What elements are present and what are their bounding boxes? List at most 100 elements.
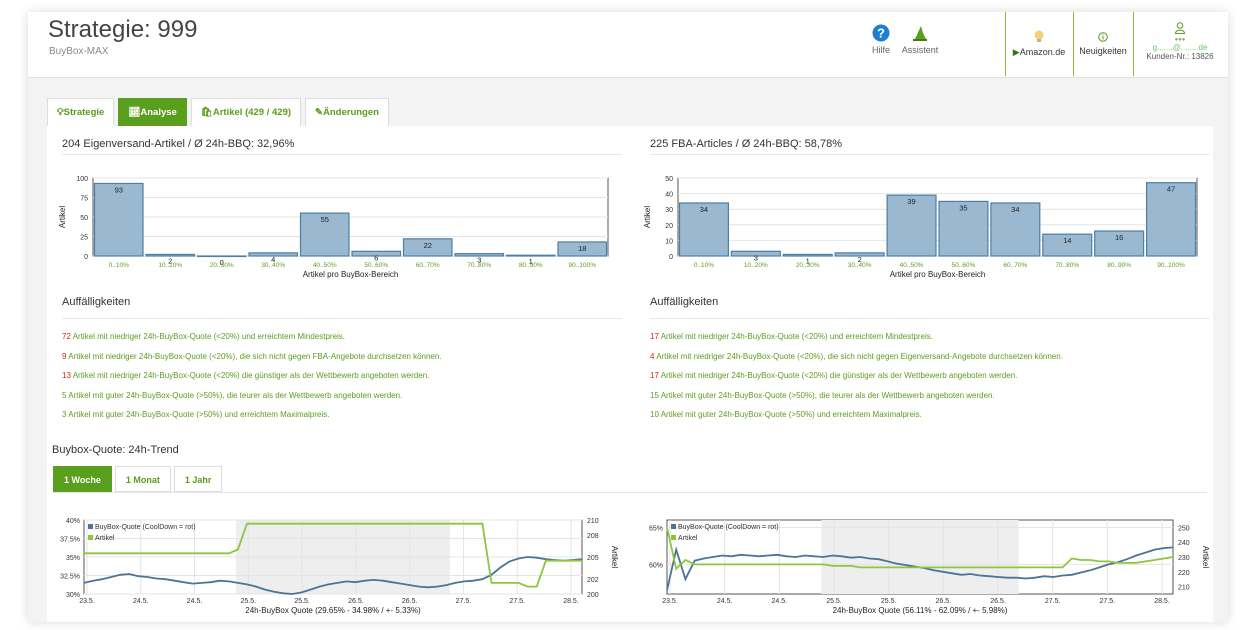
series-line bbox=[83, 556, 583, 595]
bar-value-label: 34 bbox=[1011, 205, 1019, 214]
issue-item[interactable]: 15 Artikel mit guter 24h-BuyBox-Quote (>… bbox=[650, 391, 1063, 411]
app-frame: Strategie: 999 BuyBox-MAX ? Hilfe Assist… bbox=[28, 12, 1228, 622]
issue-text: Artikel mit niedriger 24h-BuyBox-Quote (… bbox=[654, 351, 1063, 361]
tab-label: Strategie bbox=[63, 107, 105, 118]
x-tick-label: 20..30% bbox=[210, 262, 234, 269]
histogram-bar bbox=[990, 202, 1041, 257]
issue-item[interactable]: 10 Artikel mit guter 24h-BuyBox-Quote (>… bbox=[650, 410, 1063, 430]
x-tick-label: 20..30% bbox=[796, 262, 820, 269]
marketplace-button[interactable]: ▶Amazon.de bbox=[1006, 12, 1072, 76]
help-button[interactable]: ? Hilfe bbox=[866, 24, 896, 55]
bar-value-label: 3 bbox=[477, 256, 481, 265]
bar-value-label: 14 bbox=[1063, 236, 1071, 245]
user-menu[interactable]: ●●● g.......@........de Kunden-Nr.: 1382… bbox=[1134, 12, 1226, 76]
issue-count: 72 bbox=[62, 332, 71, 341]
y-left-tick-label: 60% bbox=[649, 562, 663, 569]
bar-value-label: 0 bbox=[220, 258, 224, 267]
histogram-bar bbox=[1146, 182, 1197, 257]
bar-value-label: 34 bbox=[700, 205, 708, 214]
bar-value-label: 35 bbox=[959, 203, 967, 212]
x-tick-label: 50..60% bbox=[364, 262, 388, 269]
divider bbox=[62, 154, 622, 155]
issue-item[interactable]: 13 Artikel mit niedriger 24h-BuyBox-Quot… bbox=[62, 371, 442, 391]
x-tick-label: 80..90% bbox=[519, 262, 543, 269]
issue-count: 4 bbox=[650, 351, 655, 361]
header-divider bbox=[1005, 12, 1006, 76]
range-1-month[interactable]: 1 Monat bbox=[114, 466, 171, 492]
histogram-bar bbox=[454, 253, 505, 257]
right-histogram: 0 10 20 30 40 50 34 0..10% 310..20% 120..30% 230..… bbox=[643, 176, 1198, 279]
y-tick-label: 10 bbox=[665, 238, 673, 245]
tab-strategie[interactable]: 💡︎Strategie bbox=[47, 98, 115, 126]
right-issues-heading: Auffälligkeiten bbox=[650, 296, 719, 308]
range-1-week[interactable]: 1 Woche bbox=[53, 466, 112, 492]
legend-swatch bbox=[88, 524, 93, 529]
bar-value-label: 2 bbox=[168, 256, 172, 265]
issue-item[interactable]: 5 Artikel mit guter 24h-BuyBox-Quote (>5… bbox=[62, 391, 442, 411]
y-tick-label: 0 bbox=[669, 254, 673, 261]
histogram-bar bbox=[505, 254, 556, 257]
histogram-bar bbox=[145, 253, 196, 257]
right-issues-list: 17 Artikel mit niedriger 24h-BuyBox-Quot… bbox=[650, 332, 1063, 430]
y-left-tick-label: 30% bbox=[66, 592, 80, 599]
histogram-bar bbox=[834, 252, 885, 257]
x-tick-label: 24.5. bbox=[772, 598, 788, 605]
issue-item[interactable]: 9 Artikel mit niedriger 24h-BuyBox-Quote… bbox=[62, 352, 442, 372]
news-button[interactable]: Neuigkeiten bbox=[1074, 12, 1132, 76]
y-left-tick-label: 37.5% bbox=[60, 537, 80, 544]
histogram-bar bbox=[782, 253, 833, 257]
x-tick-label: 23.5. bbox=[662, 598, 678, 605]
y-left-tick-label: 35% bbox=[66, 555, 80, 562]
x-tick-label: 26.5. bbox=[348, 598, 364, 605]
y-left-tick-label: 65% bbox=[649, 525, 663, 532]
y-right-axis-label: Artikel bbox=[1201, 546, 1210, 568]
issue-item[interactable]: 3 Artikel mit guter 24h-BuyBox-Quote (>5… bbox=[62, 410, 442, 430]
histogram-bar bbox=[402, 238, 453, 257]
issue-item[interactable]: 4 Artikel mit niedriger 24h-BuyBox-Quote… bbox=[650, 352, 1063, 372]
news-label: Neuigkeiten bbox=[1079, 46, 1127, 56]
tab-analyse[interactable]: 📈︎Analyse bbox=[118, 98, 187, 126]
y-axis-label: Artikel bbox=[58, 206, 67, 228]
x-axis-label: Artikel pro BuyBox-Bereich bbox=[303, 270, 399, 279]
x-tick-label: 24.5. bbox=[187, 598, 203, 605]
customer-number: Kunden-Nr.: 13826 bbox=[1146, 52, 1214, 61]
tab-label: Änderungen bbox=[323, 107, 379, 118]
svg-text:?: ? bbox=[877, 26, 885, 41]
left-issues-list: 72 Artikel mit niedriger 24h-BuyBox-Quot… bbox=[62, 332, 442, 430]
bar-value-label: 18 bbox=[578, 244, 586, 253]
x-tick-label: 26.5. bbox=[402, 598, 418, 605]
x-axis-label: 24h-BuyBox Quote (56.11% - 62.09% / +- 5… bbox=[833, 606, 1008, 615]
y-right-tick-label: 200 bbox=[587, 592, 599, 599]
legend-swatch bbox=[88, 535, 93, 540]
y-left-tick-label: 32.5% bbox=[60, 574, 80, 581]
bar-value-label: 2 bbox=[858, 255, 862, 264]
legend-label: Artikel bbox=[678, 535, 698, 542]
issue-text: Artikel mit niedriger 24h-BuyBox-Quote (… bbox=[70, 332, 346, 341]
issue-text: Artikel mit guter 24h-BuyBox-Quote (>50%… bbox=[658, 390, 995, 400]
tab-aenderungen[interactable]: ✎Änderungen bbox=[305, 98, 389, 126]
wizard-hat-icon bbox=[913, 26, 927, 41]
bar-value-label: 39 bbox=[907, 197, 915, 206]
bar-value-label: 4 bbox=[271, 255, 275, 264]
tab-artikel[interactable]: 🛍︎Artikel (429 / 429) bbox=[190, 98, 302, 126]
issue-text: Artikel mit guter 24h-BuyBox-Quote (>50%… bbox=[66, 390, 403, 400]
divider bbox=[650, 154, 1210, 155]
issue-item[interactable]: 17 Artikel mit niedriger 24h-BuyBox-Quot… bbox=[650, 371, 1063, 391]
y-tick-label: 20 bbox=[665, 223, 673, 230]
x-tick-label: 28.5. bbox=[563, 598, 579, 605]
trend-heading: Buybox-Quote: 24h-Trend bbox=[52, 444, 179, 456]
x-tick-label: 27.5. bbox=[456, 598, 472, 605]
assistant-button[interactable]: Assistent bbox=[900, 24, 940, 55]
issue-item[interactable]: 72 Artikel mit niedriger 24h-BuyBox-Quot… bbox=[62, 332, 442, 352]
x-tick-label: 60..70% bbox=[1003, 262, 1027, 269]
histogram-bar bbox=[938, 200, 989, 257]
issue-count: 3 bbox=[62, 410, 67, 419]
assistant-label: Assistent bbox=[901, 45, 939, 55]
range-1-year[interactable]: 1 Jahr bbox=[173, 466, 223, 492]
y-right-tick-label: 208 bbox=[587, 533, 599, 540]
y-tick-label: 40 bbox=[665, 192, 673, 199]
legend-label: Artikel bbox=[95, 535, 115, 542]
issue-item[interactable]: 17 Artikel mit niedriger 24h-BuyBox-Quot… bbox=[650, 332, 1063, 352]
x-tick-label: 80..90% bbox=[1107, 262, 1131, 269]
histogram-bar bbox=[678, 202, 730, 257]
